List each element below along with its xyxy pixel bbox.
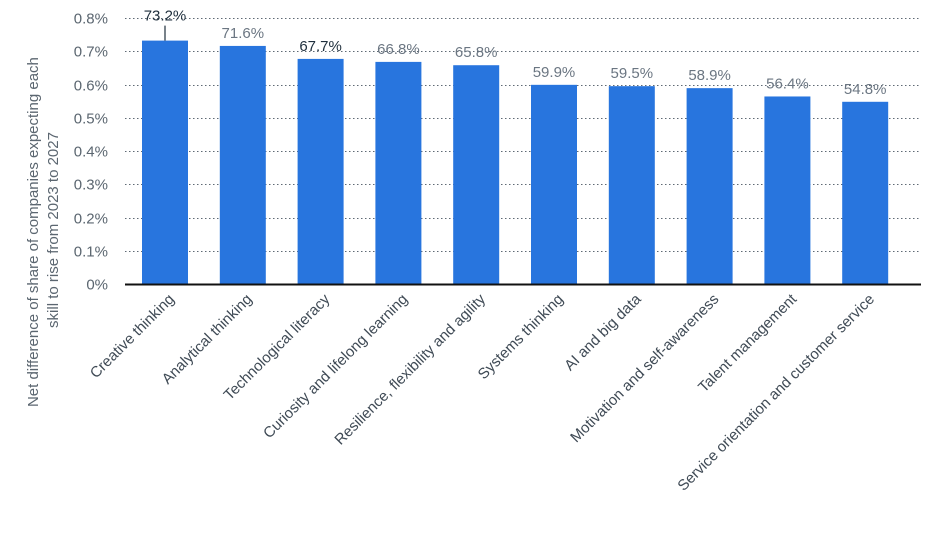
x-tick-label: Curiosity and lifelong learning — [260, 291, 411, 442]
data-label: 71.6% — [222, 25, 265, 42]
x-tick-label: Resilience, flexibility and agility — [331, 290, 489, 448]
y-axis-title: Net difference of share of companies exp… — [25, 53, 62, 407]
bars — [142, 40, 889, 285]
bar — [531, 84, 577, 285]
data-label: 65.8% — [455, 44, 498, 61]
data-label: 59.9% — [533, 64, 576, 81]
y-axis-ticks: 0% 0.1% 0.2% 0.3% 0.4% 0.5% 0.6% 0.7% 0.8% — [74, 11, 108, 294]
y-axis-title-line-2: skill to rise from 2023 to 2027 — [45, 132, 62, 328]
bar — [842, 101, 889, 284]
y-tick-label: 0.8% — [74, 11, 108, 28]
y-axis-title-line-1: Net difference of share of companies exp… — [25, 57, 42, 407]
data-label: 73.2% — [144, 8, 187, 25]
y-tick-label: 0.7% — [74, 44, 108, 61]
data-label: 59.5% — [611, 65, 654, 82]
data-label: 56.4% — [766, 75, 809, 92]
x-tick-label: Systems thinking — [475, 291, 567, 383]
data-labels: 73.2% 71.6% 67.7% 66.8% 65.8% 59.9% 59.5% 58.9%… — [144, 8, 887, 98]
bar — [453, 65, 500, 284]
bar — [142, 40, 188, 284]
data-label: 66.8% — [377, 41, 420, 58]
y-tick-label: 0.5% — [74, 111, 108, 128]
bar — [686, 88, 733, 284]
bar — [375, 61, 422, 284]
y-tick-label: 0% — [86, 277, 108, 294]
x-tick-label: AI and big data — [561, 290, 645, 374]
y-tick-label: 0.4% — [74, 144, 108, 161]
x-tick-label: Motivation and self-awareness — [567, 291, 722, 446]
x-tick-label: Creative thinking — [87, 291, 178, 382]
bar — [764, 96, 811, 284]
data-label: 58.9% — [688, 67, 731, 84]
bar — [608, 86, 655, 284]
bar — [219, 45, 266, 285]
y-tick-label: 0.6% — [74, 78, 108, 95]
data-label: 67.7% — [299, 38, 342, 55]
bar — [297, 58, 344, 285]
y-tick-label: 0.1% — [74, 244, 108, 261]
y-tick-label: 0.2% — [74, 211, 108, 228]
y-tick-label: 0.3% — [74, 177, 108, 194]
data-label: 54.8% — [844, 81, 887, 98]
